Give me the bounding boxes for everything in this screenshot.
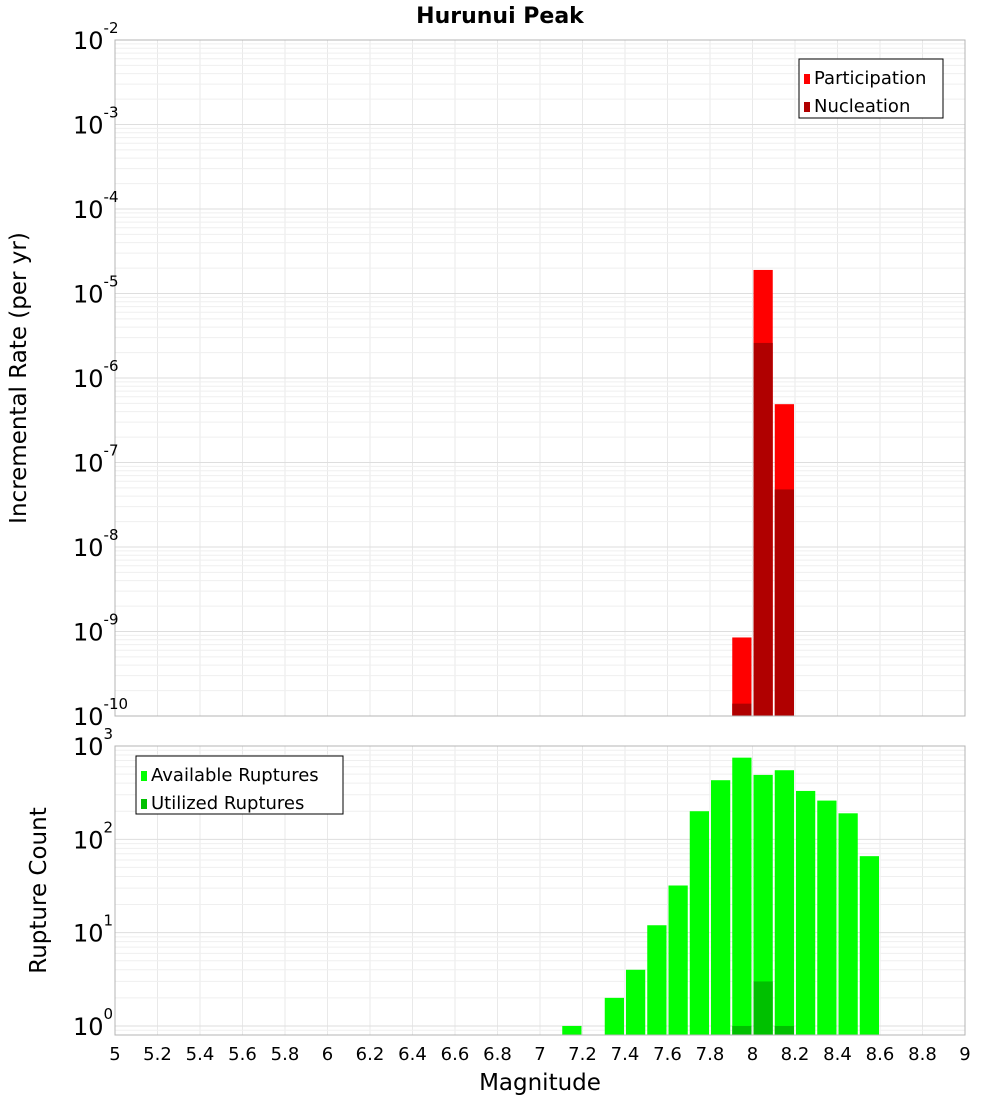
count-available-ruptures-bar-1 [604,997,624,1035]
count-y-tick-label-2: 102 [73,818,113,854]
count-legend-box [135,755,344,815]
count-available-ruptures-bar-3 [647,925,667,1035]
x-tick-label-10: 7 [534,1044,545,1065]
rate-nucleation-bar-0 [732,703,752,716]
rate-y-tick-label--3: 10-3 [73,104,119,140]
rate-y-tick-label--5: 10-5 [73,273,119,309]
x-tick-label-3: 5.6 [228,1044,257,1065]
rate-legend-label-0: Participation [814,68,926,89]
x-axis-label: Magnitude [479,1070,601,1096]
rate-y-tick-label--9: 10-9 [73,611,119,647]
count-legend-label-0: Available Ruptures [151,765,319,786]
chart-title: Hurunui Peak [416,4,585,29]
count-available-ruptures-bar-11 [817,800,837,1035]
rate-panel-bars [732,269,794,716]
rate-y-tick-label--8: 10-8 [73,526,119,562]
x-tick-label-5: 6 [322,1044,333,1065]
count-y-tick-label-3: 103 [73,725,113,761]
x-tick-label-0: 5 [109,1044,120,1065]
count-available-ruptures-bar-2 [626,969,646,1035]
rupture-count-panel-y-axis-label: Rupture Count [26,807,52,973]
rate-y-tick-label--7: 10-7 [73,442,119,478]
x-tick-label-1: 5.2 [143,1044,172,1065]
x-tick-label-18: 8.6 [866,1044,895,1065]
rate-panel-legend: Participation Nucleation [798,58,944,119]
rate-legend-box [798,58,944,119]
x-tick-label-9: 6.8 [483,1044,512,1065]
count-available-ruptures-bar-0 [562,1025,582,1035]
x-tick-label-16: 8.2 [781,1044,810,1065]
count-available-ruptures-bar-9 [774,770,794,1035]
rate-y-tick-label--6: 10-6 [73,357,119,393]
rupture-count-panel-frame [114,745,966,1036]
count-legend-label-1: Utilized Ruptures [151,793,304,814]
count-utilized-ruptures-bar-1 [753,981,773,1035]
x-tick-label-13: 7.6 [653,1044,682,1065]
count-y-tick-label-1: 101 [73,912,113,948]
count-utilized-ruptures-bar-0 [732,1025,752,1035]
rupture-count-panel: 100 101 102 103 Rupture Count Available Rup… [26,725,966,1041]
x-tick-label-4: 5.8 [271,1044,300,1065]
rupture-count-panel-bars [562,757,879,1035]
rate-panel-frame [114,39,966,717]
rate-panel-y-ticks: 10-10 10-9 10-8 10-7 10-6 10-5 10-4 10-3 10-2 [73,19,128,731]
count-available-ruptures-bar-4 [668,885,688,1035]
count-legend-swatch-0 [141,771,147,781]
count-y-tick-label-0: 100 [73,1005,113,1041]
rupture-count-panel-y-ticks: 100 101 102 103 [73,725,113,1041]
x-tick-label-15: 8 [747,1044,758,1065]
count-available-ruptures-bar-8 [753,774,773,1035]
rate-panel: 10-10 10-9 10-8 10-7 10-6 10-5 10-4 10-3 10-2 In… [6,19,966,731]
rate-y-tick-label--2: 10-2 [73,19,119,55]
count-available-ruptures-bar-12 [838,813,858,1035]
rate-legend-label-1: Nucleation [814,96,910,117]
rate-participation-bar-0 [732,637,752,716]
x-tick-label-14: 7.8 [696,1044,725,1065]
rate-nucleation-bar-1 [753,342,773,716]
x-tick-label-6: 6.2 [356,1044,385,1065]
x-tick-label-11: 7.2 [568,1044,597,1065]
x-tick-label-8: 6.6 [441,1044,470,1065]
rate-legend-swatch-1 [804,102,810,112]
x-tick-label-17: 8.4 [823,1044,852,1065]
x-tick-label-12: 7.4 [611,1044,640,1065]
count-available-ruptures-bar-6 [711,780,731,1035]
rate-legend-swatch-0 [804,74,810,84]
count-available-ruptures-bar-13 [859,856,879,1035]
x-tick-label-7: 6.4 [398,1044,427,1065]
rupture-count-panel-legend: Available Ruptures Utilized Ruptures [135,755,344,815]
rate-y-tick-label--4: 10-4 [73,188,119,224]
x-tick-label-2: 5.4 [186,1044,215,1065]
count-available-ruptures-bar-5 [689,811,709,1035]
x-tick-label-19: 8.8 [908,1044,937,1065]
count-available-ruptures-bar-10 [796,790,816,1035]
count-utilized-ruptures-bar-2 [774,1025,794,1035]
rate-nucleation-bar-2 [774,489,794,716]
x-tick-label-20: 9 [959,1044,970,1065]
magnitude-x-ticks: 5 5.2 5.4 5.6 5.8 6 6.2 6.4 6.6 6.8 7 7.2 7.4 7.6 7.8 8… [109,1044,970,1065]
rate-panel-grid [114,39,966,717]
count-available-ruptures-bar-7 [732,757,752,1035]
rate-panel-y-axis-label: Incremental Rate (per yr) [6,232,32,524]
rate-y-tick-label--10: 10-10 [73,695,128,731]
count-legend-swatch-1 [141,799,147,809]
